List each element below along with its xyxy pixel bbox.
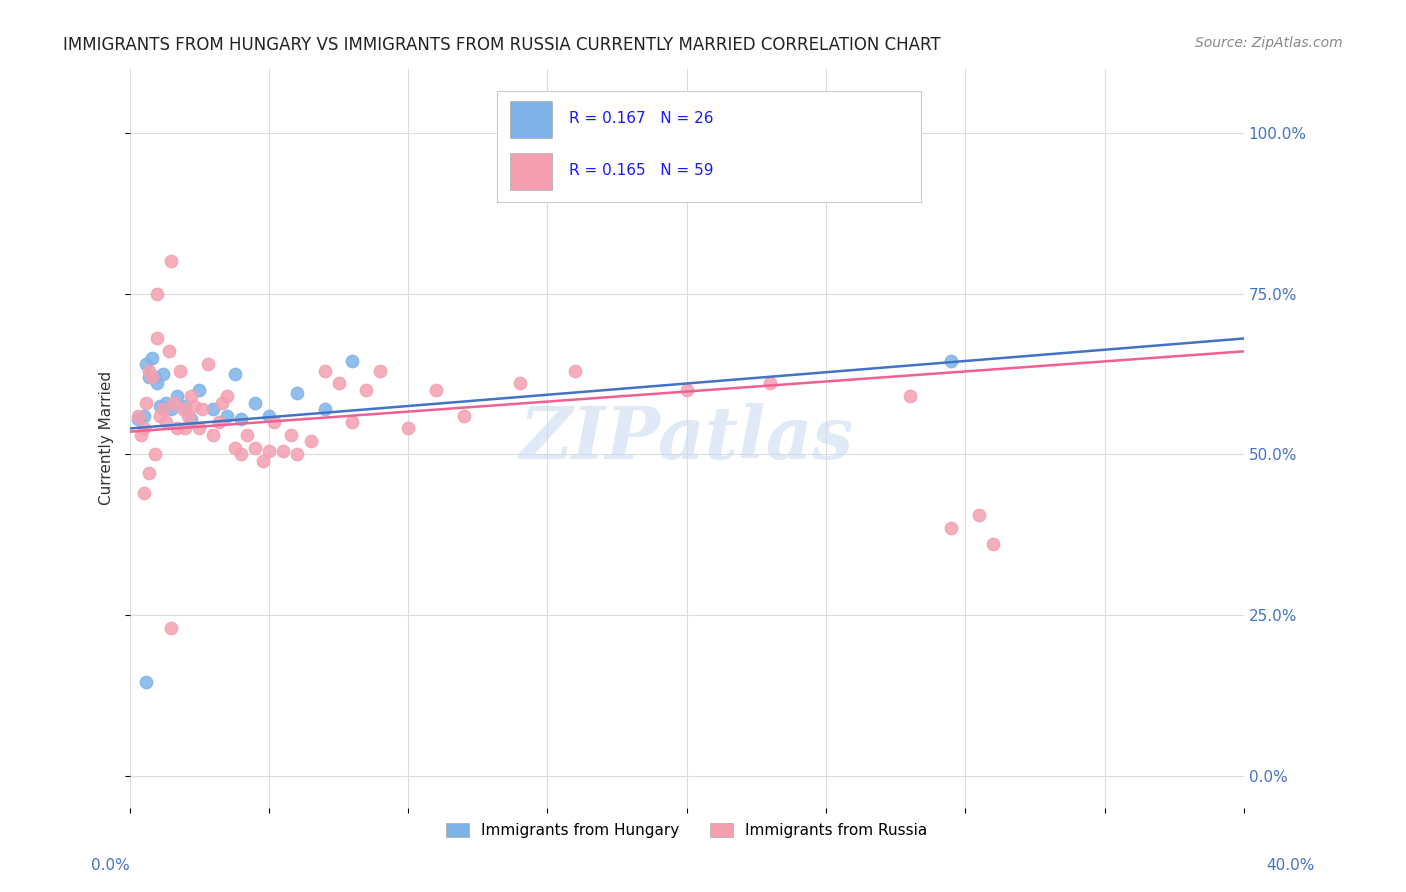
Point	[229, 412, 252, 426]
Point	[166, 389, 188, 403]
Point	[143, 370, 166, 384]
Point	[146, 331, 169, 345]
Point	[257, 444, 280, 458]
Point	[163, 396, 186, 410]
Point	[759, 376, 782, 391]
Point	[342, 354, 364, 368]
Point	[263, 415, 285, 429]
Point	[174, 399, 197, 413]
Point	[217, 409, 239, 423]
Point	[368, 364, 391, 378]
Point	[132, 409, 155, 423]
Point	[152, 402, 174, 417]
Point	[155, 396, 177, 410]
Point	[177, 409, 200, 423]
Point	[183, 399, 205, 413]
Point	[564, 364, 586, 378]
Point	[285, 447, 308, 461]
Point	[425, 383, 447, 397]
Point	[314, 364, 336, 378]
Point	[967, 508, 990, 523]
Point	[981, 537, 1004, 551]
Point	[180, 389, 202, 403]
Point	[132, 485, 155, 500]
Text: ZIPatlas: ZIPatlas	[520, 402, 853, 474]
Point	[224, 441, 246, 455]
Point	[396, 421, 419, 435]
Point	[135, 357, 157, 371]
Point	[243, 441, 266, 455]
Point	[174, 421, 197, 435]
Point	[135, 396, 157, 410]
Text: 40.0%: 40.0%	[1267, 858, 1315, 872]
Point	[224, 367, 246, 381]
Point	[157, 344, 180, 359]
Point	[155, 415, 177, 429]
Point	[299, 434, 322, 449]
Point	[675, 383, 697, 397]
Point	[138, 364, 160, 378]
Text: IMMIGRANTS FROM HUNGARY VS IMMIGRANTS FROM RUSSIA CURRENTLY MARRIED CORRELATION : IMMIGRANTS FROM HUNGARY VS IMMIGRANTS FR…	[63, 36, 941, 54]
Point	[197, 357, 219, 371]
Point	[356, 383, 378, 397]
Point	[146, 286, 169, 301]
Point	[169, 364, 191, 378]
Point	[453, 409, 475, 423]
Point	[146, 376, 169, 391]
Point	[202, 402, 225, 417]
Point	[188, 383, 211, 397]
Point	[127, 412, 149, 426]
Text: 0.0%: 0.0%	[91, 858, 131, 872]
Point	[138, 370, 160, 384]
Point	[160, 254, 183, 268]
Point	[132, 421, 155, 435]
Point	[252, 453, 274, 467]
Point	[180, 412, 202, 426]
Point	[149, 399, 172, 413]
Point	[188, 421, 211, 435]
Point	[149, 409, 172, 423]
Point	[160, 621, 183, 635]
Point	[217, 389, 239, 403]
Point	[342, 415, 364, 429]
Point	[229, 447, 252, 461]
Point	[941, 354, 963, 368]
Point	[257, 409, 280, 423]
Point	[208, 415, 231, 429]
Point	[127, 409, 149, 423]
Point	[280, 428, 302, 442]
Point	[243, 396, 266, 410]
Point	[172, 402, 194, 417]
Point	[271, 444, 294, 458]
Point	[235, 428, 257, 442]
Point	[160, 402, 183, 417]
Point	[328, 376, 350, 391]
Point	[941, 521, 963, 535]
Point	[143, 447, 166, 461]
Point	[191, 402, 214, 417]
Y-axis label: Currently Married: Currently Married	[100, 371, 114, 505]
Point	[898, 389, 921, 403]
Point	[152, 367, 174, 381]
Point	[141, 351, 163, 365]
Point	[166, 421, 188, 435]
Point	[141, 370, 163, 384]
Point	[202, 428, 225, 442]
Point	[314, 402, 336, 417]
Point	[129, 428, 152, 442]
Point	[135, 675, 157, 690]
Legend: Immigrants from Hungary, Immigrants from Russia: Immigrants from Hungary, Immigrants from…	[440, 817, 934, 845]
Point	[211, 396, 233, 410]
Text: Source: ZipAtlas.com: Source: ZipAtlas.com	[1195, 36, 1343, 50]
Point	[285, 386, 308, 401]
Point	[138, 467, 160, 481]
Point	[509, 376, 531, 391]
